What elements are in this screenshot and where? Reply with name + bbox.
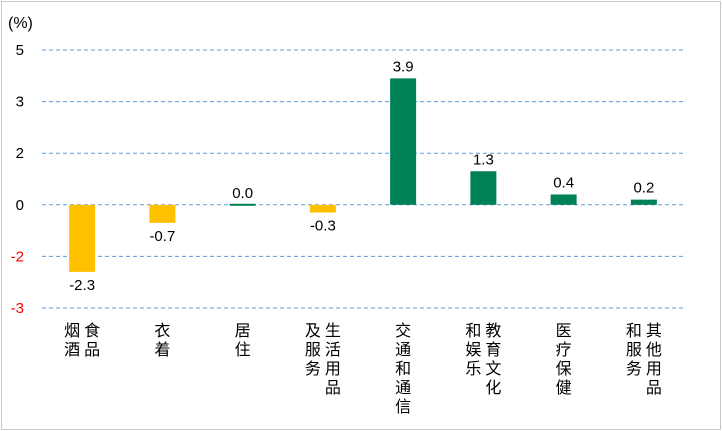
- category-label-char: 居: [235, 321, 251, 340]
- data-label: 0.0: [232, 185, 253, 202]
- category-label-char: 疗: [556, 340, 572, 359]
- category-label-char: 务: [305, 359, 321, 378]
- bar: [470, 171, 497, 205]
- y-tick-label: 5: [16, 42, 24, 59]
- category-label-char: 衣: [154, 321, 170, 340]
- category-label-char: 教: [485, 321, 501, 340]
- category-label-char: 品: [325, 378, 341, 397]
- category-label-char: 用: [646, 359, 662, 378]
- category-label-char: 服: [305, 340, 321, 359]
- category-label-char: 品: [84, 340, 100, 359]
- category-label-char: 信: [395, 397, 411, 416]
- category-label-char: 其: [646, 321, 662, 340]
- category-label-char: 及: [305, 321, 321, 340]
- bar: [309, 204, 336, 213]
- y-tick-label: -3: [11, 300, 24, 317]
- category-label-char: 烟: [64, 321, 80, 340]
- category-label-char: 医: [556, 321, 572, 340]
- category-label-char: 和: [395, 359, 411, 378]
- grid-lines: [42, 49, 684, 309]
- data-label: 3.9: [393, 58, 414, 75]
- category-label-char: 健: [556, 378, 572, 397]
- data-label: 0.4: [553, 174, 574, 191]
- category-label-char: 食: [84, 321, 100, 340]
- category-label-char: 活: [325, 340, 341, 359]
- data-label: -2.3: [69, 277, 95, 294]
- category-label-char: 酒: [64, 340, 80, 359]
- category-label-char: 文: [485, 359, 501, 378]
- category-label-char: 着: [154, 340, 170, 359]
- y-tick-label: 0: [16, 197, 24, 214]
- category-label-char: 通: [395, 378, 411, 397]
- category-label-char: 化: [485, 378, 501, 397]
- category-label-char: 务: [626, 359, 642, 378]
- category-label-char: 和: [626, 321, 642, 340]
- data-label: 1.3: [473, 151, 494, 168]
- category-label-char: 和: [465, 321, 481, 340]
- y-unit-label: (%): [8, 15, 33, 32]
- category-label-char: 用: [325, 359, 341, 378]
- category-label-char: 通: [395, 340, 411, 359]
- category-label-char: 保: [556, 359, 572, 378]
- bar: [390, 78, 417, 205]
- bars: [69, 78, 657, 272]
- category-label-char: 乐: [465, 359, 481, 378]
- bar: [630, 199, 657, 205]
- data-label: -0.7: [149, 228, 175, 245]
- bar: [229, 203, 256, 206]
- y-tick-label: -2: [11, 248, 24, 265]
- category-label-char: 品: [646, 378, 662, 397]
- data-labels: -2.3 -0.7 0.0 -0.3 3.9 1.3 0.4 0.2: [69, 58, 654, 294]
- category-label-char: 育: [485, 340, 501, 359]
- data-label: -0.3: [310, 218, 336, 235]
- bar: [550, 194, 577, 205]
- y-tick-label: 2: [16, 145, 24, 162]
- bar: [69, 204, 96, 272]
- category-label-char: 住: [235, 340, 251, 359]
- data-label: 0.2: [633, 180, 654, 197]
- category-label-char: 娱: [465, 340, 481, 359]
- category-label-char: 服: [626, 340, 642, 359]
- category-label-char: 生: [325, 321, 341, 340]
- category-label-char: 他: [646, 340, 662, 359]
- category-label-char: 交: [395, 321, 411, 340]
- bar: [149, 204, 176, 223]
- y-tick-labels: 5 3 2 0 -2 -3: [11, 42, 24, 317]
- y-tick-label: 3: [16, 94, 24, 111]
